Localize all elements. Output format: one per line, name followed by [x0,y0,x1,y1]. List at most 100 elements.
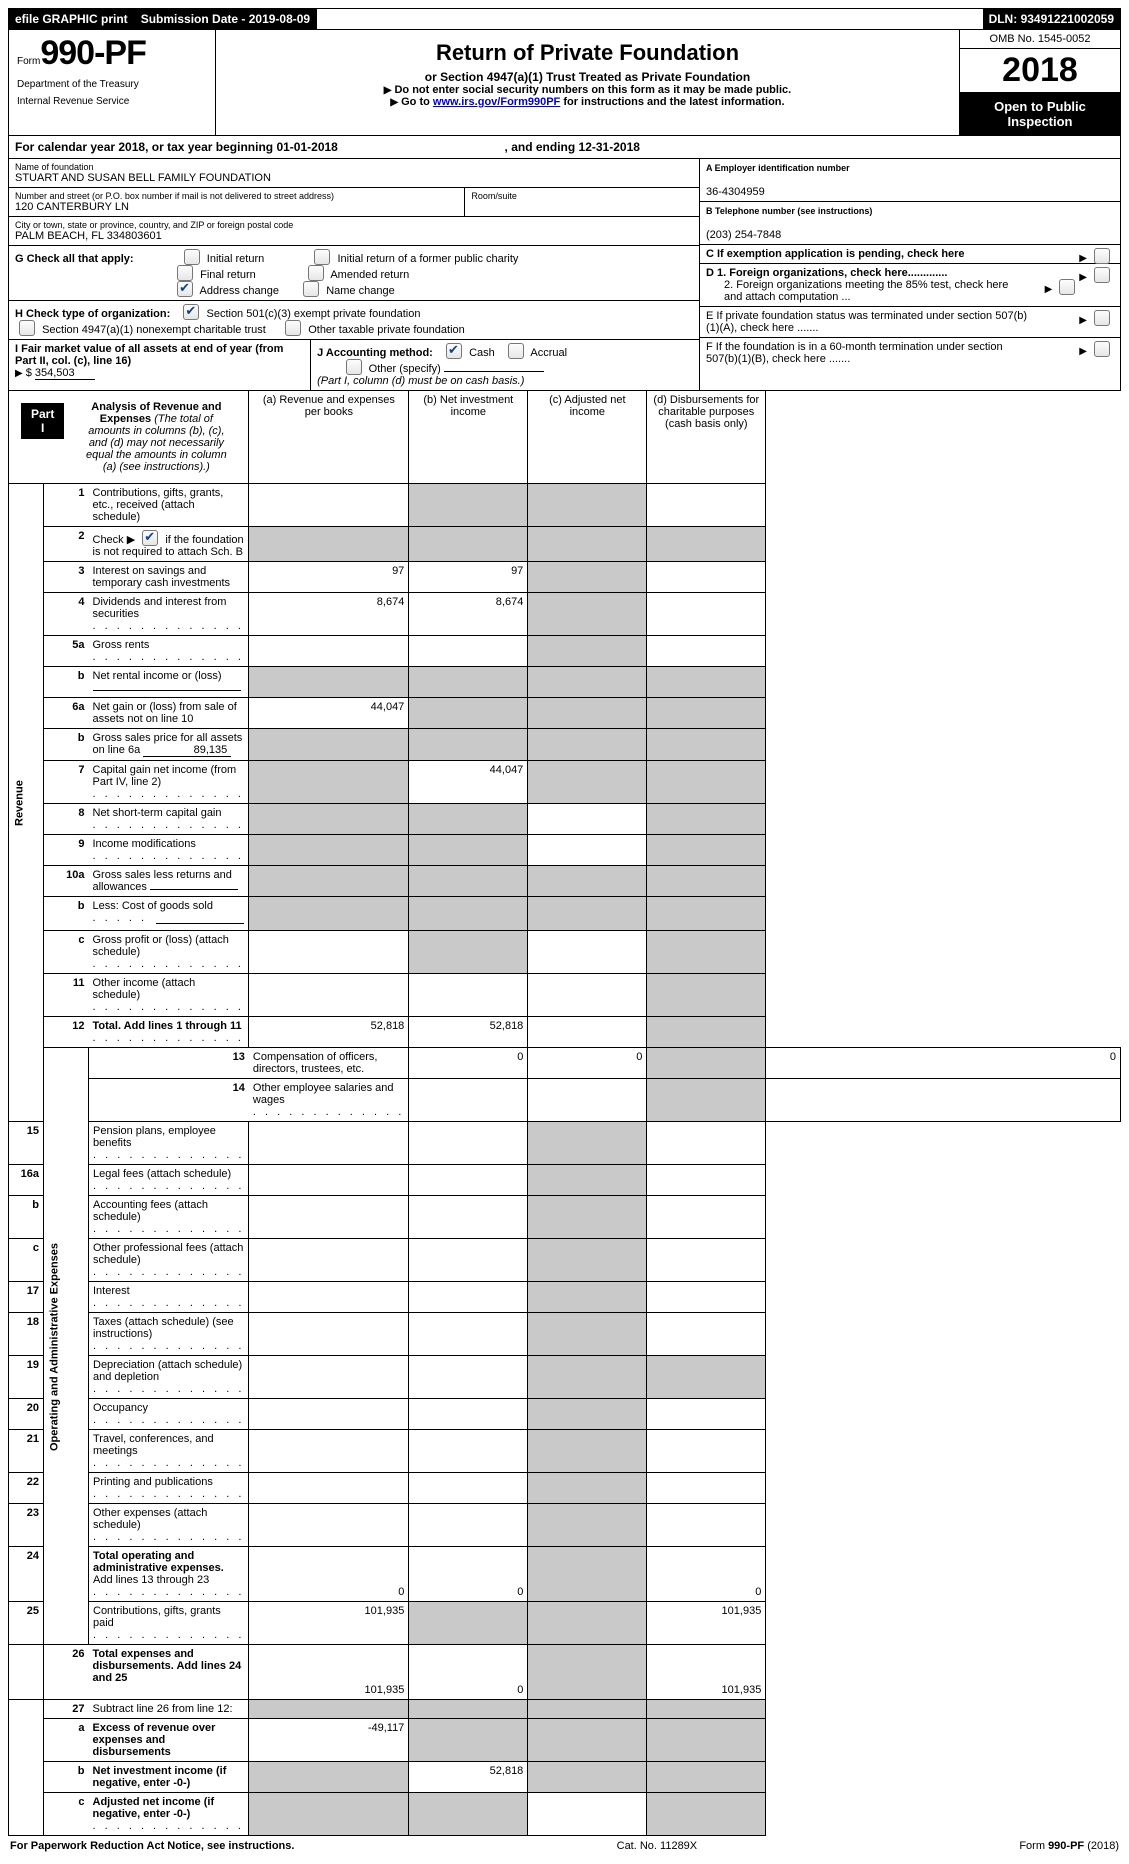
row-3: 3 Interest on savings and temporary cash… [9,562,1121,593]
page-footer: For Paperwork Reduction Act Notice, see … [8,1836,1121,1856]
tax-year: 2018 [960,49,1120,93]
c-checkbox[interactable] [1094,248,1110,264]
row-25: 25 Contributions, gifts, grants paid 101… [9,1602,1121,1645]
ein-cell: A Employer identification number 36-4304… [700,159,1120,201]
e-label: E If private foundation status was termi… [706,310,1036,334]
row-20: 20Occupancy [9,1399,1121,1430]
e-checkbox[interactable] [1094,310,1110,326]
row-1: Revenue 1 Contributions, gifts, grants, … [9,484,1121,527]
irs-link[interactable]: www.irs.gov/Form990PF [433,96,560,108]
row-15: 15Pension plans, employee benefits [9,1122,1121,1165]
i-label: I Fair market value of all assets at end… [15,343,283,367]
ssn-note: Do not enter social security numbers on … [222,84,953,96]
row-27c: c Adjusted net income (if negative, ente… [9,1793,1121,1836]
row-9: 9 Income modifications [9,835,1121,866]
h-section: H Check type of organization: Section 50… [9,300,699,339]
501c3-checkbox[interactable] [183,304,199,320]
part1-header-row: Part I Analysis of Revenue and Expenses … [9,391,1121,484]
cat-no: Cat. No. 11289X [617,1840,698,1852]
row-10c: c Gross profit or (loss) (attach schedul… [9,931,1121,974]
row-6a: 6a Net gain or (loss) from sale of asset… [9,698,1121,729]
form-subtitle: or Section 4947(a)(1) Trust Treated as P… [222,70,953,84]
row-22: 22Printing and publications [9,1473,1121,1504]
row-13: Operating and Administrative Expenses 13… [9,1048,1121,1079]
spacer [317,9,982,29]
part1-label: Part I [21,403,64,439]
other-taxable-checkbox[interactable] [285,320,301,336]
form-title: Return of Private Foundation [222,40,953,66]
d1-checkbox[interactable] [1094,267,1110,283]
header-right: OMB No. 1545-0052 2018 Open to Public In… [960,30,1120,135]
name-label: Name of foundation [15,162,693,172]
omb-number: OMB No. 1545-0052 [960,30,1120,49]
link-note: Go to www.irs.gov/Form990PF for instruct… [222,96,953,108]
city-cell: City or town, state or province, country… [9,216,699,245]
foundation-name: STUART AND SUSAN BELL FAMILY FOUNDATION [15,172,693,184]
calendar-year-line: For calendar year 2018, or tax year begi… [8,136,1121,159]
initial-former-checkbox[interactable] [314,249,330,265]
c-cell: C If exemption application is pending, c… [700,244,1120,263]
row-27: 27 Subtract line 26 from line 12: [9,1700,1121,1719]
row-17: 17Interest [9,1282,1121,1313]
4947-checkbox[interactable] [19,320,35,336]
fmv-value: 354,503 [35,367,95,380]
ein-label: A Employer identification number [706,163,850,173]
row-10b: b Less: Cost of goods sold [9,897,1121,931]
row-26: 26 Total expenses and disbursements. Add… [9,1645,1121,1700]
form-header: Form990-PF Department of the Treasury In… [8,30,1121,136]
street-address: 120 CANTERBURY LN [15,201,458,213]
submission-date: Submission Date - 2019-08-09 [135,9,317,29]
row-16b: bAccounting fees (attach schedule) [9,1196,1121,1239]
d2-label: 2. Foreign organizations meeting the 85%… [706,279,1024,303]
row-27a: a Excess of revenue over expenses and di… [9,1719,1121,1762]
city-label: City or town, state or province, country… [15,220,693,230]
info-left: Name of foundation STUART AND SUSAN BELL… [9,159,699,390]
address-change-checkbox[interactable] [177,281,193,297]
row-5a: 5a Gross rents [9,636,1121,667]
final-return-checkbox[interactable] [177,265,193,281]
i-cell: I Fair market value of all assets at end… [9,340,311,390]
efile-label: efile GRAPHIC print [9,9,135,29]
col-a-header: (a) Revenue and expenses per books [249,391,409,484]
city-value: PALM BEACH, FL 334803601 [15,230,693,242]
row-5b: b Net rental income or (loss) [9,667,1121,698]
f-checkbox[interactable] [1094,341,1110,357]
other-method-checkbox[interactable] [346,359,362,375]
dept-irs: Internal Revenue Service [17,96,207,107]
info-box: Name of foundation STUART AND SUSAN BELL… [8,159,1121,391]
amended-return-checkbox[interactable] [308,265,324,281]
cash-checkbox[interactable] [446,343,462,359]
dept-treasury: Department of the Treasury [17,79,207,90]
h-label: H Check type of organization: [15,308,170,320]
room-cell: Room/suite [465,188,699,216]
col-c-header: (c) Adjusted net income [528,391,647,484]
initial-return-checkbox[interactable] [184,249,200,265]
j-note: (Part I, column (d) must be on cash basi… [317,375,524,387]
row-7: 7 Capital gain net income (from Part IV,… [9,761,1121,804]
row-16c: cOther professional fees (attach schedul… [9,1239,1121,1282]
schb-checkbox[interactable] [142,530,158,546]
d2-checkbox[interactable] [1059,279,1075,295]
row-21: 21Travel, conferences, and meetings [9,1430,1121,1473]
j-label: J Accounting method: [317,347,433,359]
j-cell: J Accounting method: Cash Accrual Other … [311,340,699,390]
row-16a: 16aLegal fees (attach schedule) [9,1165,1121,1196]
row-10a: 10a Gross sales less returns and allowan… [9,866,1121,897]
d-cell: D 1. Foreign organizations, check here..… [700,263,1120,306]
revenue-side-label: Revenue [9,484,44,1122]
part1-table: Part I Analysis of Revenue and Expenses … [8,391,1121,1836]
row-8: 8 Net short-term capital gain [9,804,1121,835]
ein-value: 36-4304959 [706,186,765,198]
d1-label: D 1. Foreign organizations, check here..… [706,267,947,279]
tel-value: (203) 254-7848 [706,229,781,241]
row-4: 4 Dividends and interest from securities… [9,593,1121,636]
row-19: 19Depreciation (attach schedule) and dep… [9,1356,1121,1399]
street-label: Number and street (or P.O. box number if… [15,191,458,201]
room-label: Room/suite [471,191,693,201]
col-d-header: (d) Disbursements for charitable purpose… [647,391,766,484]
accrual-checkbox[interactable] [508,343,524,359]
row-27b: b Net investment income (if negative, en… [9,1762,1121,1793]
f-label: F If the foundation is in a 60-month ter… [706,341,1036,365]
e-cell: E If private foundation status was termi… [700,306,1120,337]
name-change-checkbox[interactable] [303,281,319,297]
